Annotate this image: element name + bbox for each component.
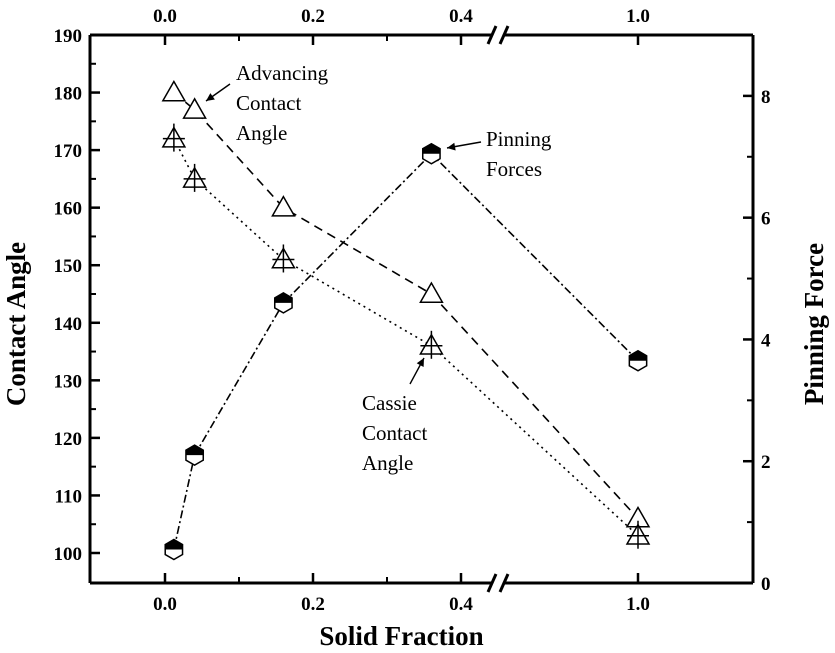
- x-tick-label: 0.2: [301, 594, 325, 615]
- axis-break-mark: [498, 25, 510, 45]
- series-line: [173, 91, 639, 520]
- annotation-line: Forces: [486, 157, 542, 181]
- axis-break-mark: [498, 573, 510, 593]
- advancing-angle-point: [419, 281, 444, 303]
- pinning-force-point: [185, 444, 205, 466]
- x-axis-title: Solid Fraction: [319, 621, 483, 651]
- annotation-line: Cassie: [362, 391, 417, 415]
- x-tick-label: 0.4: [449, 594, 473, 615]
- y-tick-label: 170: [54, 141, 83, 162]
- series-lines: [173, 91, 639, 550]
- advancing-angle-point: [271, 195, 296, 217]
- y-tick-label: 140: [54, 314, 83, 335]
- advancing-angle-point: [161, 80, 187, 102]
- annotation-line: Contact: [236, 91, 301, 115]
- axis-break-mark: [486, 573, 498, 593]
- x-tick-label: 0.0: [153, 594, 177, 615]
- series-line: [173, 138, 639, 537]
- annotation-line: Contact: [362, 421, 427, 445]
- annotation-advancing: Advancing Contact Angle: [236, 61, 333, 145]
- y-tick-label: 120: [54, 429, 83, 450]
- markers: [161, 80, 651, 561]
- annotation-line: Angle: [236, 121, 287, 145]
- plot-frame: [88, 25, 755, 593]
- annotation-line: Pinning: [486, 127, 552, 151]
- y2-tick-label: 4: [761, 330, 771, 351]
- y-tick-label: 150: [54, 256, 83, 277]
- y2-axis-title: Pinning Force: [799, 243, 829, 405]
- annotation-line: Angle: [362, 451, 413, 475]
- x-top-tick-label: 0.0: [153, 6, 177, 27]
- annotation-arrow: [446, 141, 482, 151]
- axis-break-mark: [486, 25, 498, 45]
- pinning-force-point: [421, 142, 441, 165]
- y2-tick-label: 6: [761, 209, 771, 230]
- y-tick-label: 180: [54, 84, 83, 105]
- y-tick-label: 190: [54, 26, 83, 47]
- y-axis-title: Contact Angle: [1, 242, 31, 406]
- y-tick-label: 100: [54, 544, 83, 565]
- pinning-force-point: [273, 292, 293, 314]
- cassie-angle-point: [161, 123, 187, 152]
- annotation-line: Advancing: [236, 61, 329, 85]
- annotation-pinning: Pinning Forces: [486, 127, 557, 181]
- annotation-arrow: [409, 357, 425, 385]
- x-tick-label: 1.0: [626, 594, 650, 615]
- y-tick-label: 130: [54, 371, 83, 392]
- x-top-tick-label: 0.4: [449, 6, 473, 27]
- annotation-arrows: [205, 83, 482, 385]
- annotation-arrow: [205, 83, 231, 102]
- ticks: 0.0 0.0 0.2 0.2 0.4 0.4 1.0 1.0 100 110 120 130 140 1…: [54, 6, 772, 615]
- cassie-angle-point: [271, 244, 296, 273]
- cassie-angle-point: [419, 330, 444, 359]
- annotation-cassie: Cassie Contact Angle: [362, 391, 433, 475]
- cassie-angle-point: [625, 520, 651, 549]
- pinning-force-point: [628, 349, 648, 372]
- y-tick-label: 160: [54, 199, 83, 220]
- x-top-tick-label: 1.0: [626, 6, 650, 27]
- cassie-angle-point: [182, 163, 207, 192]
- series-line: [173, 152, 639, 550]
- y2-tick-label: 2: [761, 452, 771, 473]
- advancing-angle-point: [182, 97, 207, 119]
- pinning-force-point: [164, 538, 184, 561]
- y-tick-label: 110: [55, 486, 82, 507]
- y2-tick-label: 0: [761, 574, 771, 595]
- y2-tick-label: 8: [761, 87, 771, 108]
- x-top-tick-label: 0.2: [301, 6, 325, 27]
